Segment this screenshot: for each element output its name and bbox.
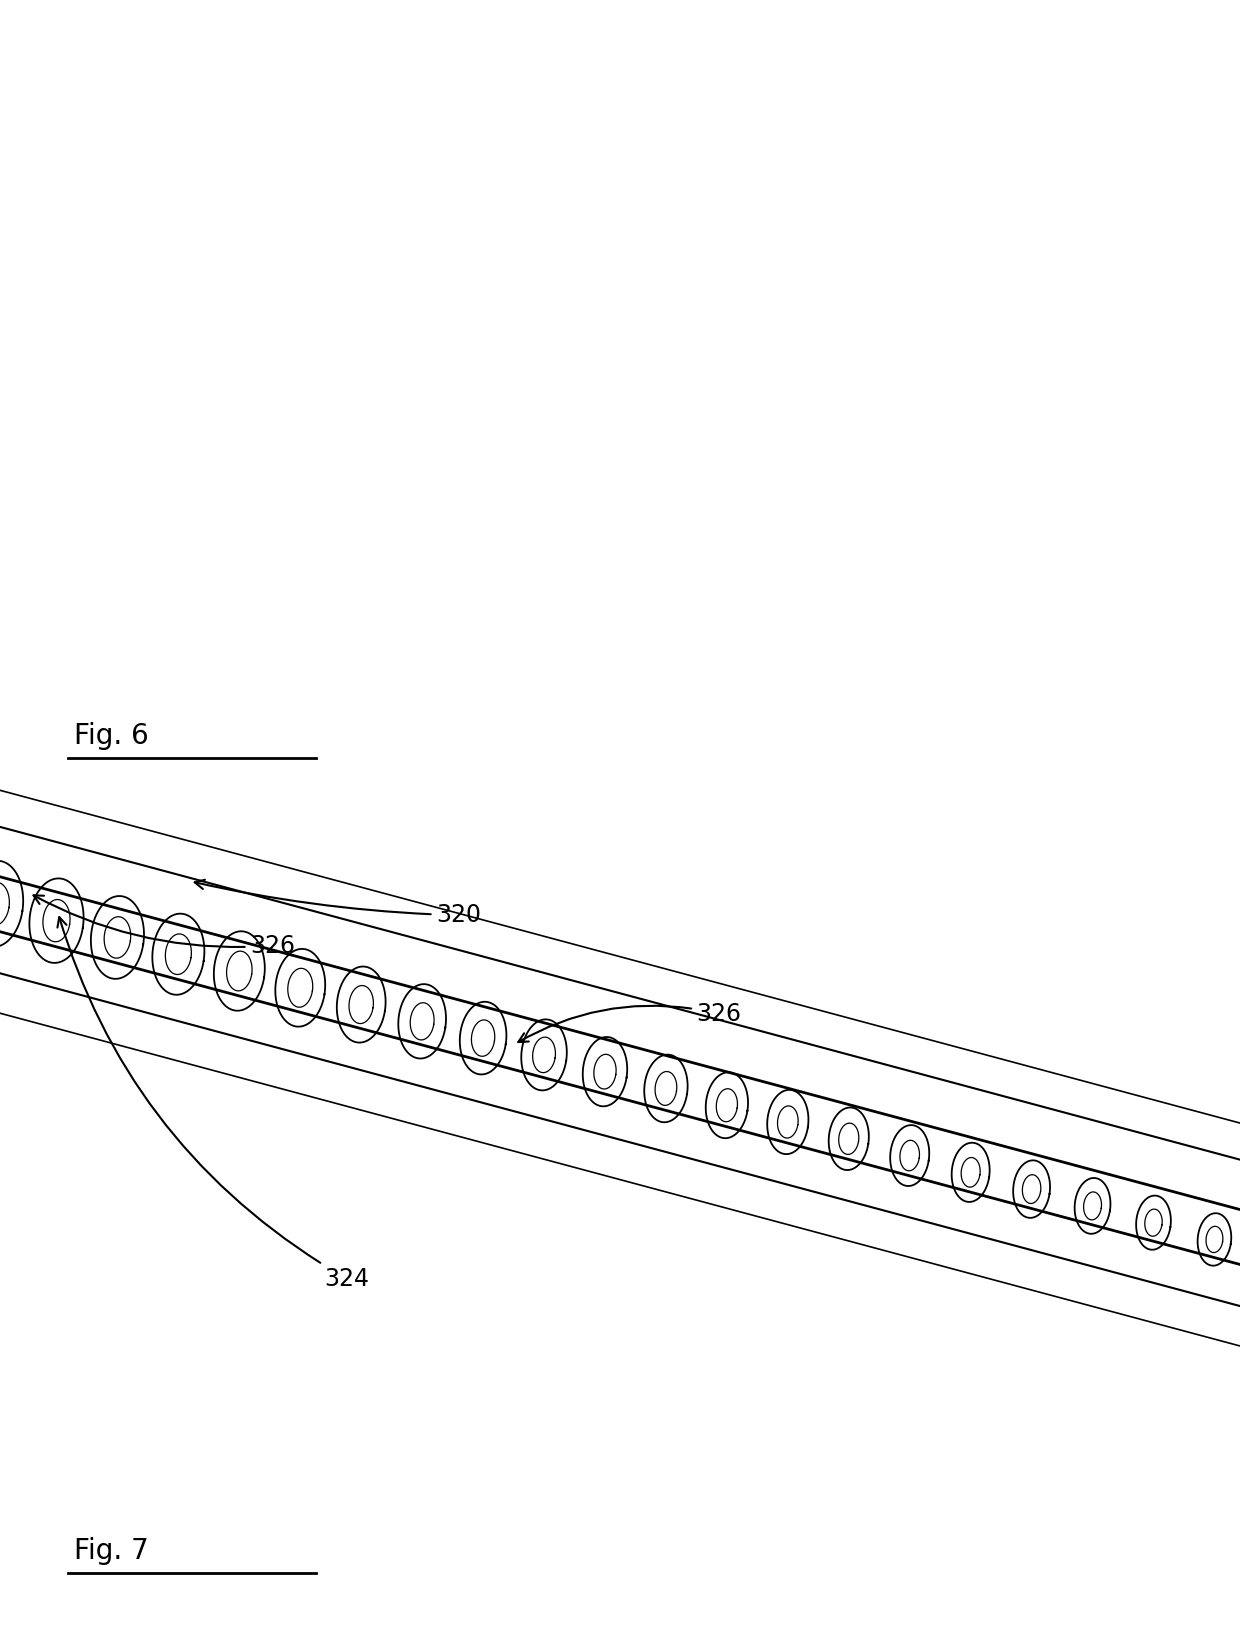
Text: 320: 320 (195, 880, 481, 927)
Text: 326: 326 (518, 1002, 742, 1042)
Text: Fig. 6: Fig. 6 (74, 722, 149, 750)
Text: 326: 326 (33, 895, 295, 957)
Text: 324: 324 (57, 918, 370, 1291)
Text: Fig. 7: Fig. 7 (74, 1537, 149, 1565)
